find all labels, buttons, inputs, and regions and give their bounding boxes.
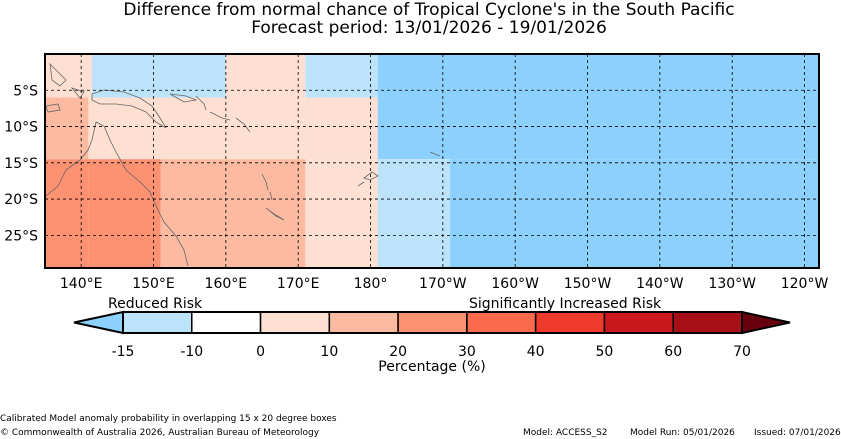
colorbar-tick-label: 50	[596, 344, 614, 360]
probability-cell	[160, 159, 306, 268]
probability-cell	[225, 54, 306, 98]
colorbar-tick-label: 70	[733, 344, 751, 360]
colorbar-tick-label: 60	[664, 344, 682, 360]
new-britain-coastline	[169, 93, 207, 111]
gridlines	[45, 54, 819, 268]
colorbar-tick-label: 20	[389, 344, 407, 360]
new-caledonia-coastline	[265, 207, 285, 221]
longitude-label: 180°	[354, 276, 388, 292]
colorbar-bin	[672, 311, 743, 334]
colorbar-bin	[397, 311, 468, 334]
fiji-coastline	[357, 171, 379, 187]
colorbar-over-arrow	[741, 310, 791, 335]
latitude-label: 25°S	[4, 228, 38, 244]
probability-cell	[305, 159, 378, 268]
forecast-period: Forecast period: 13/01/2026 - 19/01/2026	[251, 18, 607, 38]
colorbar-outline	[122, 311, 743, 334]
footer-copyright: © Commonwealth of Australia 2026, Austra…	[0, 428, 320, 438]
footer-model-run: Model Run: 05/01/2026	[630, 428, 735, 438]
longitude-label: 140°W	[636, 276, 684, 292]
increased-risk-label: Significantly Increased Risk	[469, 296, 662, 312]
samoa-coastline	[429, 151, 441, 157]
probability-cell	[45, 159, 89, 268]
footer-model: Model: ACCESS_S2	[523, 428, 608, 438]
longitude-label: 170°E	[277, 276, 320, 292]
footer-note: Calibrated Model anomaly probability in …	[0, 414, 337, 424]
probability-cell	[305, 97, 378, 160]
latitude-label: 15°S	[4, 156, 38, 172]
probability-cell	[305, 54, 378, 98]
longitude-label: 170°W	[419, 276, 467, 292]
vanuatu-coastline	[261, 173, 273, 201]
longitude-labels: 140°E 150°E 160°E 170°E 180° 170°W 160°W 150°W 1…	[60, 276, 829, 292]
longitude-label: 160°E	[205, 276, 248, 292]
longitude-label: 150°W	[564, 276, 612, 292]
colorbar-axis-label: Percentage (%)	[378, 359, 485, 375]
latitude-labels: 5°S 10°S 15°S 20°S 25°S	[4, 83, 38, 244]
new-guinea-coastline	[91, 89, 167, 129]
colorbar	[73, 310, 791, 335]
colorbar-bin	[259, 311, 331, 334]
probability-cell	[377, 159, 451, 268]
solomon-islands-coastline	[209, 111, 251, 133]
latitude-label: 10°S	[4, 120, 38, 136]
colorbar-under-arrow	[73, 310, 124, 335]
colorbar-tick-label: 40	[527, 344, 545, 360]
probability-cells	[45, 54, 819, 268]
longitude-label: 130°W	[708, 276, 756, 292]
longitude-label: 120°W	[781, 276, 829, 292]
map-title: Difference from normal chance of Tropica…	[123, 0, 735, 20]
colorbar-bin	[122, 311, 193, 334]
colorbar-tick-label: -15	[112, 344, 135, 360]
probability-cell	[377, 54, 819, 98]
colorbar-bin	[328, 311, 399, 334]
longitude-label: 150°E	[132, 276, 175, 292]
colorbar-bin	[466, 311, 537, 334]
longitude-label: 160°W	[491, 276, 539, 292]
australia-coastline	[45, 121, 189, 267]
colorbar-tick-label: 0	[256, 344, 265, 360]
map-frame	[44, 53, 820, 269]
reduced-risk-label: Reduced Risk	[108, 296, 203, 312]
footer-issued: Issued: 07/01/2026	[754, 428, 841, 438]
latitude-label: 20°S	[4, 192, 38, 208]
probability-cell	[45, 97, 89, 160]
probability-cell	[450, 159, 819, 268]
colorbar-tick-labels: -15 -10 0 10 20 30 40 50 60 70	[112, 344, 751, 360]
colorbar-bin	[191, 311, 262, 334]
colorbar-bin	[534, 311, 606, 334]
probability-cell	[377, 97, 819, 160]
probability-cell	[88, 97, 306, 160]
latitude-label: 5°S	[13, 83, 38, 99]
colorbar-tick-label: -10	[180, 344, 203, 360]
colorbar-tick-label: 10	[320, 344, 338, 360]
colorbar-bin	[603, 311, 674, 334]
longitude-label: 140°E	[60, 276, 103, 292]
probability-cell	[45, 54, 96, 98]
colorbar-tick-label: 30	[458, 344, 476, 360]
probability-cell	[88, 159, 161, 268]
